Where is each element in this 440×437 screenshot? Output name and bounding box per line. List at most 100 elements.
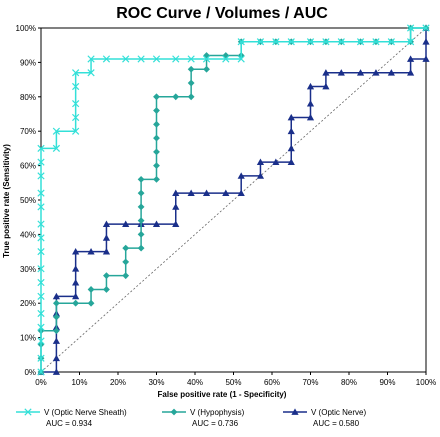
data-point bbox=[52, 337, 60, 344]
data-point bbox=[122, 55, 130, 63]
data-point bbox=[387, 38, 395, 46]
x-marker-stroke bbox=[87, 69, 95, 77]
y-tick-label: 50% bbox=[20, 196, 36, 205]
data-point bbox=[306, 100, 315, 107]
data-point bbox=[37, 247, 45, 256]
x-marker-stroke bbox=[52, 127, 61, 135]
data-point bbox=[153, 93, 160, 101]
data-point bbox=[53, 299, 60, 307]
data-point bbox=[407, 69, 415, 76]
data-point bbox=[37, 189, 45, 197]
data-point bbox=[72, 127, 80, 135]
x-tick-label: 30% bbox=[148, 378, 164, 387]
data-point bbox=[52, 144, 61, 153]
data-point bbox=[152, 220, 161, 227]
data-point bbox=[72, 248, 80, 255]
x-marker-stroke bbox=[222, 55, 230, 63]
x-marker-stroke bbox=[406, 38, 415, 46]
data-point bbox=[387, 69, 395, 76]
data-point bbox=[237, 38, 245, 46]
x-tick-label: 70% bbox=[302, 378, 318, 387]
x-marker-stroke bbox=[87, 55, 95, 63]
x-tick-label: 40% bbox=[187, 378, 203, 387]
data-point bbox=[153, 120, 160, 128]
data-point bbox=[172, 93, 180, 101]
data-point bbox=[172, 55, 180, 63]
data-point bbox=[356, 69, 365, 76]
data-point bbox=[37, 309, 45, 318]
legend-label: V (Hypophysis) bbox=[190, 408, 245, 417]
y-tick-label: 40% bbox=[20, 230, 36, 239]
data-point bbox=[306, 82, 315, 90]
data-point bbox=[103, 272, 110, 280]
x-marker-stroke bbox=[72, 69, 80, 77]
x-marker-stroke bbox=[72, 127, 80, 135]
data-point bbox=[37, 265, 45, 273]
x-tick-label: 90% bbox=[379, 378, 395, 387]
x-marker-stroke bbox=[37, 292, 45, 300]
y-tick-label: 10% bbox=[20, 334, 36, 343]
data-point bbox=[407, 55, 415, 62]
data-point bbox=[37, 354, 45, 362]
data-point bbox=[287, 38, 295, 46]
x-marker-stroke bbox=[37, 203, 45, 211]
data-point bbox=[203, 52, 210, 59]
data-point bbox=[422, 38, 430, 45]
y-tick-label: 80% bbox=[20, 93, 36, 102]
data-point bbox=[172, 189, 180, 196]
data-point bbox=[87, 55, 95, 63]
data-point bbox=[153, 148, 160, 156]
data-point bbox=[202, 189, 211, 196]
data-point bbox=[137, 175, 145, 183]
data-point bbox=[153, 107, 160, 114]
data-point bbox=[237, 172, 245, 179]
series-2 bbox=[37, 24, 430, 376]
data-point bbox=[102, 248, 111, 255]
x-marker-stroke bbox=[37, 354, 45, 362]
data-point bbox=[187, 189, 195, 196]
data-point bbox=[122, 272, 130, 280]
data-point bbox=[356, 38, 365, 46]
data-point bbox=[287, 113, 295, 121]
x-marker-stroke bbox=[102, 55, 111, 63]
x-marker-stroke bbox=[37, 189, 45, 197]
data-point bbox=[53, 313, 60, 321]
data-point bbox=[37, 278, 45, 287]
data-point bbox=[322, 69, 330, 76]
data-point bbox=[87, 286, 95, 293]
data-point bbox=[37, 203, 45, 211]
data-point bbox=[103, 286, 110, 293]
data-point bbox=[422, 24, 430, 32]
x-tick-label: 0% bbox=[35, 378, 47, 387]
data-point bbox=[37, 220, 45, 228]
x-marker-stroke bbox=[202, 55, 211, 63]
data-point bbox=[137, 189, 145, 197]
data-point bbox=[137, 217, 145, 225]
data-point bbox=[137, 244, 145, 252]
x-tick-label: 100% bbox=[416, 378, 436, 387]
x-marker-stroke bbox=[72, 113, 80, 122]
data-point bbox=[406, 24, 415, 32]
data-point bbox=[272, 158, 280, 166]
data-point bbox=[122, 244, 130, 252]
legend-swatch-marker bbox=[170, 408, 178, 416]
legend-label: V (Optic Nerve Sheath) bbox=[44, 408, 127, 417]
x-marker-stroke bbox=[337, 38, 345, 46]
x-marker-stroke bbox=[356, 38, 365, 46]
x-marker-stroke bbox=[37, 337, 45, 345]
data-point bbox=[37, 158, 45, 166]
x-marker-stroke bbox=[152, 55, 161, 63]
x-marker-stroke bbox=[37, 265, 45, 273]
data-point bbox=[102, 220, 111, 227]
data-point bbox=[306, 113, 315, 121]
x-marker-stroke bbox=[37, 220, 45, 228]
x-marker-stroke bbox=[37, 158, 45, 166]
y-tick-label: 60% bbox=[20, 162, 36, 171]
legend-swatch-marker bbox=[24, 408, 32, 416]
diagonal-line bbox=[40, 27, 427, 373]
data-point bbox=[52, 292, 60, 300]
data-point bbox=[187, 65, 195, 73]
data-point bbox=[287, 144, 295, 152]
data-point bbox=[52, 368, 60, 375]
